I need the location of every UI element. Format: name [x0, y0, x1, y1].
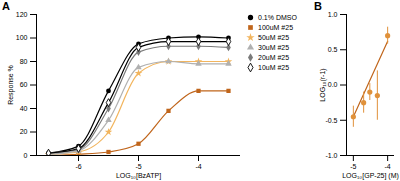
svg-text:-4: -4 — [195, 163, 201, 170]
svg-text:80: 80 — [20, 58, 28, 65]
html-text:B: B — [314, 0, 322, 12]
svg-text:60: 60 — [20, 81, 28, 88]
html-text:50uM #25: 50uM #25 — [258, 33, 290, 41]
svg-text:0: 0 — [24, 152, 28, 159]
html-text:20uM #25: 20uM #25 — [258, 53, 290, 61]
svg-text:1.0: 1.0 — [328, 11, 338, 18]
svg-text:0.5: 0.5 — [328, 46, 338, 53]
html-text:30uM #25: 30uM #25 — [258, 43, 290, 51]
svg-text:-4: -4 — [385, 163, 391, 170]
html-text:A: A — [2, 0, 10, 12]
svg-text:-1.0: -1.0 — [325, 152, 337, 159]
svg-text:-0.5: -0.5 — [325, 116, 337, 123]
svg-text:-6: -6 — [75, 163, 81, 170]
svg-text:20: 20 — [20, 128, 28, 135]
html-text:0.1% DMSO: 0.1% DMSO — [258, 13, 297, 21]
svg-text:LOG₁₀(r-1): LOG₁₀(r-1) — [319, 68, 327, 101]
svg-text:Response %: Response % — [7, 65, 15, 105]
html-text:100uM #25: 100uM #25 — [258, 23, 293, 31]
svg-text:-5: -5 — [350, 163, 356, 170]
svg-text:LOG₁₀[BzATP]: LOG₁₀[BzATP] — [116, 172, 161, 180]
svg-text:0.0: 0.0 — [328, 81, 338, 88]
svg-text:LOG₁₀[GP-25] (M): LOG₁₀[GP-25] (M) — [342, 172, 399, 180]
html-text:10uM #25: 10uM #25 — [258, 63, 290, 71]
svg-text:40: 40 — [20, 105, 28, 112]
svg-text:100: 100 — [16, 34, 28, 41]
svg-text:120: 120 — [16, 11, 28, 18]
svg-text:-5: -5 — [135, 163, 141, 170]
